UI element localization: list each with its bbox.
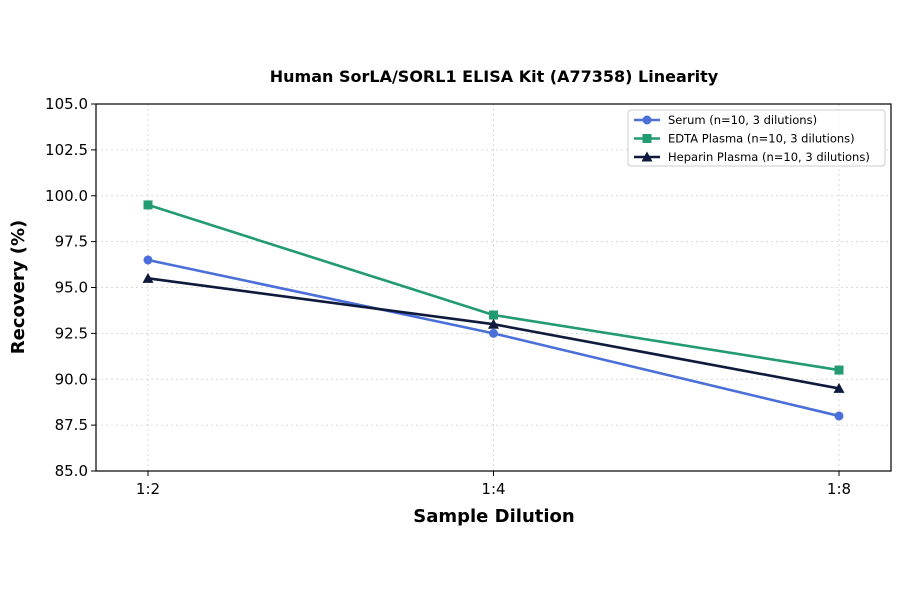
data-point — [833, 382, 845, 393]
legend-swatch-marker — [641, 151, 653, 162]
series-line — [147, 258, 840, 418]
x-axis-ticks: 1:2 1:4 1:8 — [136, 471, 851, 498]
y-tick-label: 95.0 — [55, 279, 88, 297]
legend-label: EDTA Plasma (n=10, 3 dilutions) — [668, 132, 855, 146]
y-tick-label: 90.0 — [55, 370, 88, 388]
data-point — [143, 200, 153, 210]
y-tick-label: 87.5 — [55, 416, 88, 434]
y-tick-label: 92.5 — [55, 324, 88, 342]
x-tick-label: 1:2 — [136, 480, 160, 498]
series-square — [143, 200, 844, 375]
legend-swatch-marker — [642, 134, 652, 143]
data-point — [142, 272, 154, 283]
x-tick-label: 1:4 — [481, 480, 505, 498]
data-point — [489, 310, 498, 320]
legend-label: Serum (n=10, 3 dilutions) — [668, 113, 817, 127]
y-tick-label: 85.0 — [55, 462, 88, 480]
data-point — [488, 318, 499, 329]
data-point — [834, 365, 844, 375]
legend-box — [627, 109, 886, 167]
legend-label: Heparin Plasma (n=10, 3 dilutions) — [668, 150, 870, 164]
chart-title: Human SorLA/SORL1 ELISA Kit (A77358) Lin… — [270, 67, 719, 86]
y-tick-label: 100.0 — [45, 187, 88, 205]
plot-frame — [95, 103, 892, 472]
data-point — [834, 411, 844, 421]
y-tick-label: 102.5 — [45, 141, 88, 159]
y-tick-label: 105.0 — [45, 95, 88, 113]
series-lines — [142, 200, 845, 421]
y-axis-label: Recovery (%) — [8, 220, 29, 354]
data-point — [489, 328, 498, 338]
y-axis-ticks: 85.0 87.5 90.0 92.5 95.0 97.5 100.0 102.5 105.0 — [45, 95, 96, 480]
x-axis-label: Sample Dilution — [413, 506, 574, 527]
series-triangle — [142, 272, 845, 393]
legend-swatch-marker — [642, 115, 652, 125]
data-point — [143, 255, 153, 265]
x-tick-label: 1:8 — [827, 480, 851, 498]
legend: Serum (n=10, 3 dilutions) EDTA Plasma (n=… — [627, 109, 886, 167]
y-tick-label: 97.5 — [55, 233, 88, 251]
series-circle — [143, 255, 844, 421]
